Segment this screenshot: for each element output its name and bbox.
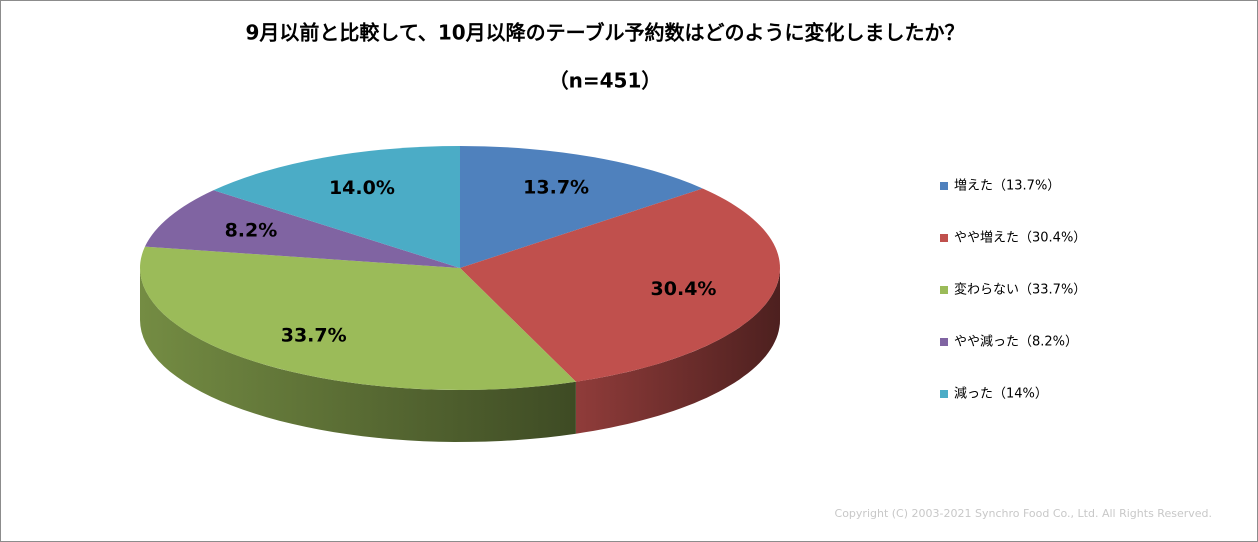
chart-title: 9月以前と比較して、10月以降のテーブル予約数はどのように変化しましたか？ [246, 21, 965, 45]
legend-label: 変わらない（33.7%） [954, 282, 1086, 298]
copyright: Copyright (C) 2003-2021 Synchro Food Co.… [835, 507, 1212, 520]
slice [213, 146, 460, 268]
slice-side [140, 268, 576, 442]
data-label: 14.0% [329, 177, 395, 199]
legend-swatch [940, 182, 948, 190]
slice [460, 146, 703, 268]
data-label: 30.4% [651, 278, 717, 300]
chart-subtitle: （n=451） [549, 69, 662, 93]
pie-tops [139, 146, 780, 390]
legend-swatch [940, 286, 948, 294]
legend-label: やや減った（8.2%） [954, 334, 1078, 350]
legend-label: 増えた（13.7%） [954, 179, 1060, 194]
slice [144, 190, 461, 268]
pie-sides [140, 268, 780, 442]
data-label: 33.7% [281, 324, 347, 346]
data-label: 8.2% [225, 220, 278, 242]
data-label: 13.7% [523, 177, 589, 199]
slice [460, 188, 780, 382]
legend-label: やや増えた（30.4%） [954, 231, 1086, 246]
slice-side [575, 268, 780, 434]
legend-swatch [940, 390, 948, 398]
slice [139, 246, 576, 390]
legend-swatch [940, 234, 948, 242]
legend-swatch [940, 338, 948, 346]
legend-label: 減った（14%） [954, 386, 1048, 402]
